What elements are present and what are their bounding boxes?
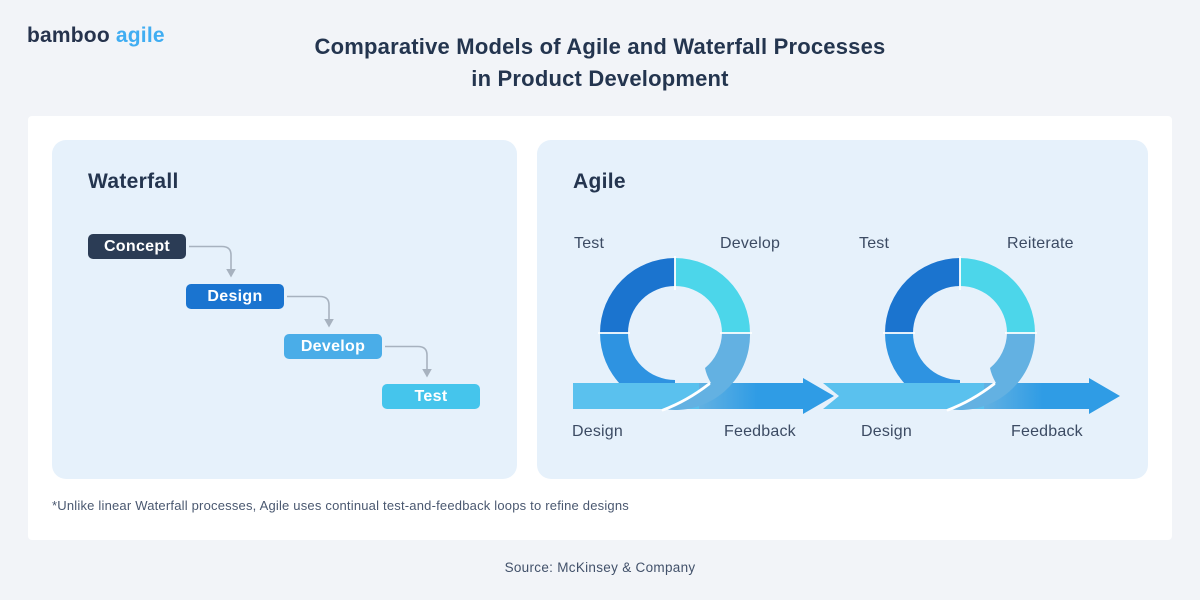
loop1-test-quadrant bbox=[600, 258, 675, 333]
page-title: Comparative Models of Agile and Waterfal… bbox=[0, 31, 1200, 95]
loop1-develop-quadrant bbox=[675, 258, 750, 333]
connector-develop-test bbox=[384, 345, 433, 379]
agile-label-test-1: Test bbox=[574, 235, 605, 252]
agile-label-feedback-2: Feedback bbox=[1011, 423, 1083, 440]
connector-design-develop bbox=[286, 295, 335, 329]
brand-logo: bamboo agile bbox=[27, 24, 165, 48]
source-credit: Source: McKinsey & Company bbox=[504, 560, 696, 575]
agile-label-develop: Develop bbox=[720, 235, 781, 252]
waterfall-step-test: Test bbox=[382, 384, 480, 409]
connector-concept-design bbox=[188, 245, 237, 279]
loop2-reiterate-quadrant bbox=[960, 258, 1035, 333]
waterfall-connectors-svg bbox=[188, 245, 433, 379]
footer: Source: McKinsey & Company bbox=[0, 540, 1200, 600]
agile-label-test-2: Test bbox=[859, 235, 890, 252]
page-title-line1: Comparative Models of Agile and Waterfal… bbox=[314, 34, 886, 59]
agile-label-reiterate: Reiterate bbox=[1007, 235, 1074, 252]
agile-panel-title: Agile bbox=[573, 170, 626, 193]
agile-label-design-2: Design bbox=[861, 423, 913, 440]
agile-panel: Agile bbox=[537, 140, 1148, 479]
flow-arrow-2 bbox=[823, 378, 1120, 414]
logo-bamboo: bamboo bbox=[27, 24, 110, 47]
loop2-test-quadrant bbox=[885, 258, 960, 333]
agile-label-design-1: Design bbox=[572, 423, 624, 440]
footnote: *Unlike linear Waterfall processes, Agil… bbox=[52, 498, 629, 513]
waterfall-step-develop: Develop bbox=[284, 334, 382, 359]
waterfall-panel: Waterfall Concept Design Develop Test bbox=[52, 140, 517, 479]
waterfall-step-concept: Concept bbox=[88, 234, 186, 259]
content-card: Waterfall Concept Design Develop Test Ag… bbox=[28, 116, 1172, 540]
waterfall-panel-title: Waterfall bbox=[88, 170, 179, 193]
waterfall-step-design: Design bbox=[186, 284, 284, 309]
agile-label-feedback-1: Feedback bbox=[724, 423, 796, 440]
agile-loops-svg bbox=[573, 255, 1120, 414]
logo-agile: agile bbox=[115, 24, 165, 47]
page-title-line2: in Product Development bbox=[471, 66, 729, 91]
